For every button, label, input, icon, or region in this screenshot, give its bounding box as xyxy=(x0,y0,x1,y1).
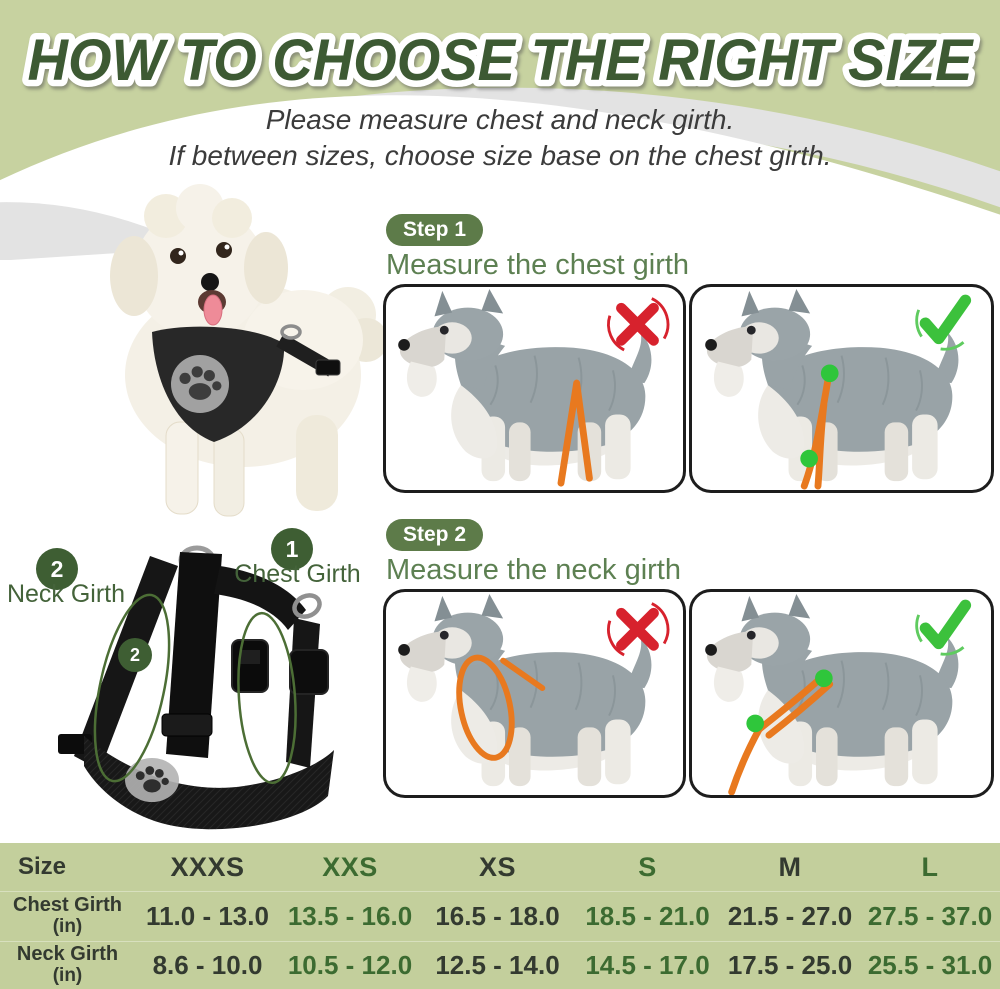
header-band xyxy=(0,0,1000,260)
step2-badge: Step 2 xyxy=(386,519,484,551)
table-cell: 27.5 - 37.0 xyxy=(860,891,1000,941)
step1-instruction: Measure the chest girth xyxy=(386,249,690,281)
red-x-icon xyxy=(608,604,667,655)
step2-badge-label: Step 2 xyxy=(386,519,484,551)
measuring-tape xyxy=(800,371,833,490)
schnauzer-dog-illustration xyxy=(705,289,958,481)
green-dot-marker xyxy=(746,714,765,733)
metal-d-ring xyxy=(292,593,322,619)
harness-product-diagram xyxy=(58,545,334,830)
green-check-icon xyxy=(917,605,966,654)
neck-measure-wrong-photo xyxy=(383,589,686,798)
green-dot-marker xyxy=(820,364,839,383)
table-cell: 16.5 - 18.0 xyxy=(420,891,575,941)
strap-adjuster xyxy=(58,734,92,754)
measuring-tape xyxy=(456,654,515,761)
table-cell: 17.5 - 25.0 xyxy=(720,941,860,989)
subtitle-line-1: Please measure chest and neck girth. xyxy=(265,104,735,135)
buckle xyxy=(289,649,329,695)
green-dot-marker xyxy=(815,669,833,688)
size-table-corner: Size xyxy=(18,853,67,880)
measuring-tape xyxy=(557,379,593,487)
chest-girth-row-label: Chest Girth (in) xyxy=(0,891,135,941)
table-cell: 10.5 - 12.0 xyxy=(280,941,420,989)
row-label-unit: (in) xyxy=(52,915,83,937)
table-cell: 12.5 - 14.0 xyxy=(420,941,575,989)
red-x-icon xyxy=(608,299,667,350)
measuring-tape-end xyxy=(500,657,546,692)
neck-girth-line xyxy=(93,593,171,783)
table-cell: 25.5 - 31.0 xyxy=(860,941,1000,989)
table-cell: 8.6 - 10.0 xyxy=(135,941,280,989)
neck-girth-label: Neck Girth xyxy=(6,580,126,608)
page-title-outline: HOW TO CHOOSE THE RIGHT SIZE xyxy=(28,28,975,93)
chest-measure-right-photo xyxy=(689,284,994,493)
green-dot-marker xyxy=(800,449,818,468)
table-cell: 13.5 - 16.0 xyxy=(280,891,420,941)
table-cell: 11.0 - 13.0 xyxy=(135,891,280,941)
size-col-s: S xyxy=(638,851,657,882)
schnauzer-dog-illustration xyxy=(398,289,651,481)
page-title-text: HOW TO CHOOSE THE RIGHT SIZE xyxy=(28,28,975,93)
neck-girth-inner-badge: 2 xyxy=(118,638,152,672)
size-col-xs: XS xyxy=(478,851,517,882)
neck-girth-number-badge: 2 xyxy=(36,548,78,590)
maltese-dog-photo xyxy=(110,184,388,517)
size-col-l: L xyxy=(921,851,939,882)
size-col-xxxs: XXXS xyxy=(170,851,245,882)
chest-measure-wrong-photo xyxy=(383,284,686,493)
table-cell: 18.5 - 21.0 xyxy=(575,891,720,941)
chest-girth-line xyxy=(237,611,297,785)
neck-measure-right-photo xyxy=(689,589,994,798)
size-table: Size XXXS XXS XS S M L Chest Girth (in) … xyxy=(0,843,1000,989)
chest-girth-number-badge: 1 xyxy=(271,528,313,570)
row-label-unit: (in) xyxy=(52,964,83,986)
size-col-m: M xyxy=(778,851,802,882)
subtitle: Please measure chest and neck girth. If … xyxy=(0,102,1000,174)
page-title: HOW TO CHOOSE THE RIGHT SIZE HOW TO CHOO… xyxy=(21,22,981,100)
size-col-xxs: XXS xyxy=(322,851,378,882)
table-cell: 21.5 - 27.0 xyxy=(720,891,860,941)
neck-girth-row-label: Neck Girth (in) xyxy=(0,941,135,989)
table-cell: 14.5 - 17.0 xyxy=(575,941,720,989)
schnauzer-dog-illustration xyxy=(398,594,651,786)
row-label-text: Chest Girth xyxy=(13,894,122,917)
step1-badge: Step 1 xyxy=(386,214,484,246)
step1-badge-label: Step 1 xyxy=(386,214,484,246)
subtitle-line-2: If between sizes, choose size base on th… xyxy=(168,140,832,171)
step2-instruction: Measure the neck girth xyxy=(386,554,681,586)
row-label-text: Neck Girth xyxy=(16,943,119,966)
chest-girth-label: Chest Girth xyxy=(234,560,361,588)
green-check-icon xyxy=(917,300,966,349)
